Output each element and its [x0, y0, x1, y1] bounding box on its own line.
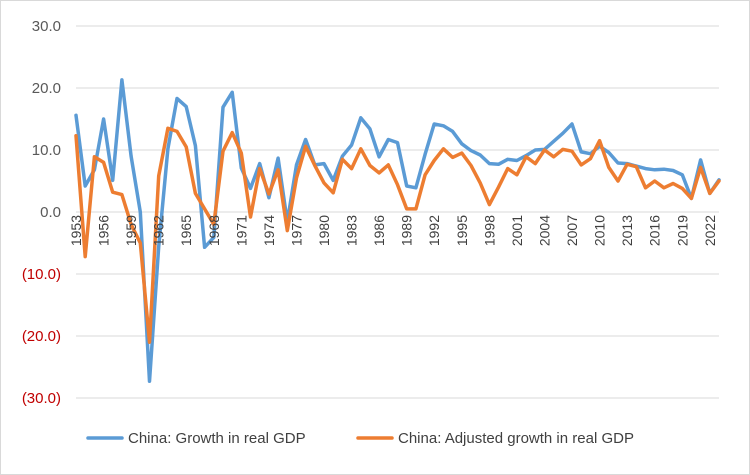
y-tick-label: 20.0: [32, 80, 61, 97]
x-tick-label: 2004: [536, 215, 552, 246]
y-axis-ticks: 30.0 20.0 10.0 0.0 (10.0) (20.0) (30.0): [22, 18, 61, 407]
y-tick-label: 10.0: [32, 142, 61, 159]
y-tick-label: (10.0): [22, 266, 61, 283]
x-tick-label: 1959: [123, 215, 139, 246]
x-tick-label: 2022: [702, 215, 718, 246]
legend-label: China: Growth in real GDP: [128, 430, 306, 447]
x-tick-label: 2007: [564, 215, 580, 246]
series-lines: [74, 78, 721, 384]
x-tick-label: 2019: [674, 215, 690, 246]
x-tick-label: 2001: [509, 215, 525, 246]
x-tick-label: 1956: [96, 215, 112, 246]
y-tick-label: (20.0): [22, 328, 61, 345]
x-tick-label: 1968: [206, 215, 222, 246]
y-tick-label: 0.0: [40, 204, 61, 221]
x-tick-label: 2016: [647, 215, 663, 246]
x-tick-label: 1986: [371, 215, 387, 246]
series-line-1: [74, 78, 721, 384]
x-tick-label: 1998: [481, 215, 497, 246]
x-tick-label: 1983: [344, 215, 360, 246]
x-tick-label: 1989: [399, 215, 415, 246]
x-tick-label: 1980: [316, 215, 332, 246]
x-tick-label: 1971: [233, 215, 249, 246]
legend-label: China: Adjusted growth in real GDP: [398, 430, 634, 447]
x-tick-label: 1962: [151, 215, 167, 246]
x-tick-label: 1977: [288, 215, 304, 246]
legend: China: Growth in real GDP China: Adjusted…: [86, 430, 634, 447]
x-tick-label: 1995: [454, 215, 470, 246]
y-tick-label: 30.0: [32, 18, 61, 35]
x-tick-label: 2013: [619, 215, 635, 246]
x-tick-label: 1974: [261, 215, 277, 246]
x-tick-label: 1992: [426, 215, 442, 246]
gridlines: [76, 25, 719, 399]
x-tick-label: 2010: [592, 215, 608, 246]
series-line-2: [74, 126, 721, 344]
y-tick-label: (30.0): [22, 390, 61, 407]
x-tick-label: 1953: [68, 215, 84, 246]
x-axis-ticks: 1953 1956 1959 1962 1965 1968 1971 1974 1977 1980…: [68, 215, 718, 246]
x-tick-label: 1965: [178, 215, 194, 246]
